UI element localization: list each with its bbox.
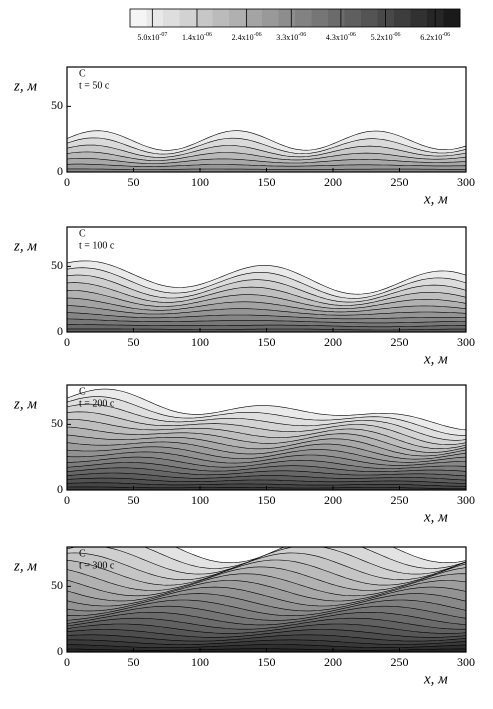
x-tick-label: 250 xyxy=(391,655,409,669)
y-tick-label: 50 xyxy=(51,258,63,272)
y-axis-label: z, м xyxy=(13,396,37,412)
x-axis-label: x, м xyxy=(423,671,448,687)
colorbar-tick-mantissa: 6.2x10 xyxy=(420,33,442,42)
y-axis-label: z, м xyxy=(13,238,37,254)
x-tick-label: 50 xyxy=(128,655,140,669)
contour-field xyxy=(67,67,466,172)
colorbar-tick-mantissa: 5.0x10 xyxy=(137,33,159,42)
annotation: C xyxy=(79,68,86,79)
x-tick-label: 50 xyxy=(128,335,140,349)
colorbar-tick-exponent: -06 xyxy=(442,32,450,38)
annotation: C xyxy=(79,386,86,397)
colorbar-cell xyxy=(328,9,345,27)
x-tick-label: 300 xyxy=(457,493,475,507)
y-axis-label: z, м xyxy=(13,78,37,94)
x-tick-label: 50 xyxy=(128,175,140,189)
x-tick-label: 150 xyxy=(258,335,276,349)
x-axis-label: x, м xyxy=(423,351,448,367)
colorbar-tick-label: 3.3x10-06 xyxy=(276,32,306,41)
x-tick-label: 150 xyxy=(258,655,276,669)
colorbar-cell xyxy=(146,9,164,27)
colorbar-cell xyxy=(163,9,180,27)
colorbar-tick-exponent: -06 xyxy=(204,32,212,38)
y-tick-label: 0 xyxy=(57,324,63,338)
time-label: t = 100 c xyxy=(79,240,115,251)
colorbar-tick-exponent: -06 xyxy=(393,32,401,38)
x-tick-label: 0 xyxy=(64,335,70,349)
x-tick-label: 150 xyxy=(258,493,276,507)
contour-field xyxy=(67,547,466,652)
x-tick-label: 300 xyxy=(457,175,475,189)
y-tick-label: 0 xyxy=(57,482,63,496)
y-tick-label: 0 xyxy=(57,644,63,658)
x-tick-label: 200 xyxy=(324,175,342,189)
annotation: C xyxy=(79,228,86,239)
colorbar-frame xyxy=(129,8,461,28)
time-label: t = 300 c xyxy=(79,560,115,571)
x-tick-label: 200 xyxy=(324,335,342,349)
colorbar-tick-label: 1.4x10-06 xyxy=(182,32,212,41)
colorbar-cell xyxy=(344,9,362,27)
y-tick-label: 50 xyxy=(51,416,63,430)
colorbar-tick-mantissa: 4.3x10 xyxy=(326,33,348,42)
colorbar-tick-mantissa: 3.3x10 xyxy=(276,33,298,42)
colorbar-cell xyxy=(295,9,312,27)
colorbar-cell xyxy=(196,9,213,27)
x-tick-label: 100 xyxy=(191,175,209,189)
x-tick-label: 0 xyxy=(64,175,70,189)
colorbar-cell xyxy=(311,9,329,27)
colorbar-tick-mantissa: 1.4x10 xyxy=(182,33,204,42)
colorbar-cell xyxy=(410,9,428,27)
x-tick-label: 100 xyxy=(191,335,209,349)
x-tick-label: 200 xyxy=(324,493,342,507)
time-label: t = 200 c xyxy=(79,398,115,409)
colorbar-cell xyxy=(394,9,411,27)
contour-field xyxy=(67,385,466,490)
x-tick-label: 200 xyxy=(324,655,342,669)
y-tick-label: 50 xyxy=(51,578,63,592)
colorbar-tick-exponent: -06 xyxy=(348,32,356,38)
x-axis-label: x, м xyxy=(423,509,448,525)
x-tick-label: 250 xyxy=(391,175,409,189)
colorbar-cell xyxy=(229,9,246,27)
colorbar-tick-label: 4.3x10-06 xyxy=(326,32,356,41)
x-tick-label: 150 xyxy=(258,175,276,189)
colorbar-cell xyxy=(278,9,296,27)
colorbar-cell xyxy=(245,9,263,27)
colorbar-cell xyxy=(443,9,461,27)
x-tick-label: 50 xyxy=(128,493,140,507)
colorbar-cell xyxy=(179,9,197,27)
y-axis-label: z, м xyxy=(13,558,37,574)
colorbar-tick-exponent: -07 xyxy=(159,32,167,38)
x-tick-label: 250 xyxy=(391,493,409,507)
x-tick-label: 100 xyxy=(191,493,209,507)
colorbar-cell xyxy=(212,9,230,27)
colorbar-tick-label: 5.0x10-07 xyxy=(137,32,167,41)
colorbar-tick-exponent: -06 xyxy=(298,32,306,38)
colorbar-tick-label: 2.4x10-06 xyxy=(232,32,262,41)
colorbar-cell xyxy=(361,9,378,27)
x-tick-label: 300 xyxy=(457,335,475,349)
x-tick-label: 250 xyxy=(391,335,409,349)
colorbar-tick-mantissa: 2.4x10 xyxy=(232,33,254,42)
colorbar-tick-exponent: -06 xyxy=(254,32,262,38)
colorbar-tick-label: 5.2x10-06 xyxy=(371,32,401,41)
colorbar-cell xyxy=(130,9,147,27)
x-tick-label: 0 xyxy=(64,655,70,669)
time-label: t = 50 c xyxy=(79,80,110,91)
x-tick-label: 0 xyxy=(64,493,70,507)
y-tick-label: 50 xyxy=(51,98,63,112)
colorbar-cell xyxy=(262,9,279,27)
colorbar-tick-mantissa: 5.2x10 xyxy=(371,33,393,42)
annotation: C xyxy=(79,548,86,559)
contour-field xyxy=(67,227,466,332)
x-tick-label: 300 xyxy=(457,655,475,669)
x-tick-label: 100 xyxy=(191,655,209,669)
y-tick-label: 0 xyxy=(57,164,63,178)
x-axis-label: x, м xyxy=(423,191,448,207)
colorbar-tick-label: 6.2x10-06 xyxy=(420,32,450,41)
